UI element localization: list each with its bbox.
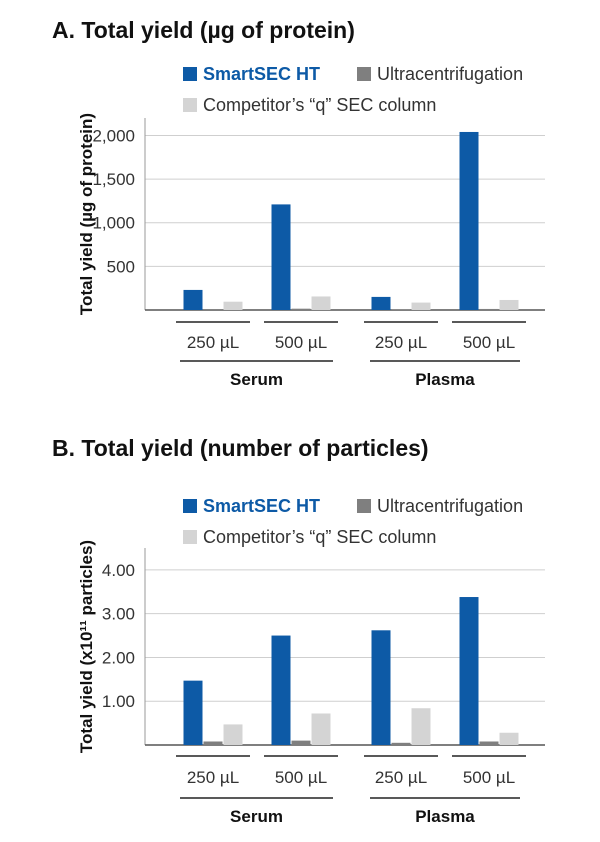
y-tick-label: 2.00: [102, 648, 135, 667]
bar-competitor-s-q-sec-column: [223, 301, 243, 310]
legend-label: SmartSEC HT: [203, 496, 320, 516]
bar-smartsec-ht: [271, 204, 291, 310]
bar-competitor-s-q-sec-column: [411, 302, 431, 310]
y-tick-label: 1,500: [92, 170, 135, 189]
legend-label: Ultracentrifugation: [377, 496, 523, 516]
bar-smartsec-ht: [183, 289, 203, 310]
bar-ultracentrifugation: [291, 308, 311, 310]
x-tick-label: 500 µL: [463, 768, 515, 787]
y-tick-label: 500: [107, 257, 135, 276]
legend-label: Competitor’s “q” SEC column: [203, 527, 436, 547]
panel-title: A. Total yield (µg of protein): [52, 17, 355, 43]
bar-ultracentrifugation: [203, 309, 223, 310]
group-label: Serum: [230, 807, 283, 826]
x-tick-label: 250 µL: [375, 333, 427, 352]
x-tick-label: 250 µL: [375, 768, 427, 787]
bar-smartsec-ht: [459, 131, 479, 310]
bar-competitor-s-q-sec-column: [311, 296, 331, 310]
bar-smartsec-ht: [459, 597, 479, 745]
bar-ultracentrifugation: [391, 742, 411, 745]
bar-competitor-s-q-sec-column: [223, 724, 243, 745]
bar-smartsec-ht: [183, 680, 203, 745]
group-label: Plasma: [415, 370, 475, 389]
legend-label: Competitor’s “q” SEC column: [203, 95, 436, 115]
bar-ultracentrifugation: [479, 308, 499, 310]
legend-swatch: [183, 499, 197, 513]
x-tick-label: 500 µL: [275, 333, 327, 352]
bar-smartsec-ht: [371, 630, 391, 745]
bar-smartsec-ht: [271, 635, 291, 745]
bar-ultracentrifugation: [479, 741, 499, 745]
bar-smartsec-ht: [371, 296, 391, 310]
legend-swatch: [183, 67, 197, 81]
legend-swatch: [357, 499, 371, 513]
bar-ultracentrifugation: [291, 740, 311, 745]
y-tick-label: 4.00: [102, 561, 135, 580]
x-tick-label: 250 µL: [187, 333, 239, 352]
legend-label: SmartSEC HT: [203, 64, 320, 84]
bar-competitor-s-q-sec-column: [311, 713, 331, 745]
bar-competitor-s-q-sec-column: [499, 732, 519, 745]
legend-swatch: [183, 98, 197, 112]
y-tick-label: 1,000: [92, 214, 135, 233]
bar-ultracentrifugation: [203, 741, 223, 745]
x-tick-label: 500 µL: [463, 333, 515, 352]
legend-swatch: [357, 67, 371, 81]
y-tick-label: 3.00: [102, 605, 135, 624]
group-label: Serum: [230, 370, 283, 389]
legend-label: Ultracentrifugation: [377, 64, 523, 84]
bar-ultracentrifugation: [391, 309, 411, 310]
bar-competitor-s-q-sec-column: [411, 708, 431, 745]
y-axis-label: Total yield (µg of protein): [77, 113, 96, 315]
y-tick-label: 2,000: [92, 126, 135, 145]
x-tick-label: 250 µL: [187, 768, 239, 787]
legend-swatch: [183, 530, 197, 544]
panel-title: B. Total yield (number of particles): [52, 435, 429, 461]
group-label: Plasma: [415, 807, 475, 826]
y-tick-label: 1.00: [102, 692, 135, 711]
y-axis-label: Total yield (x10¹¹ particles): [77, 540, 96, 753]
x-tick-label: 500 µL: [275, 768, 327, 787]
bar-competitor-s-q-sec-column: [499, 299, 519, 310]
